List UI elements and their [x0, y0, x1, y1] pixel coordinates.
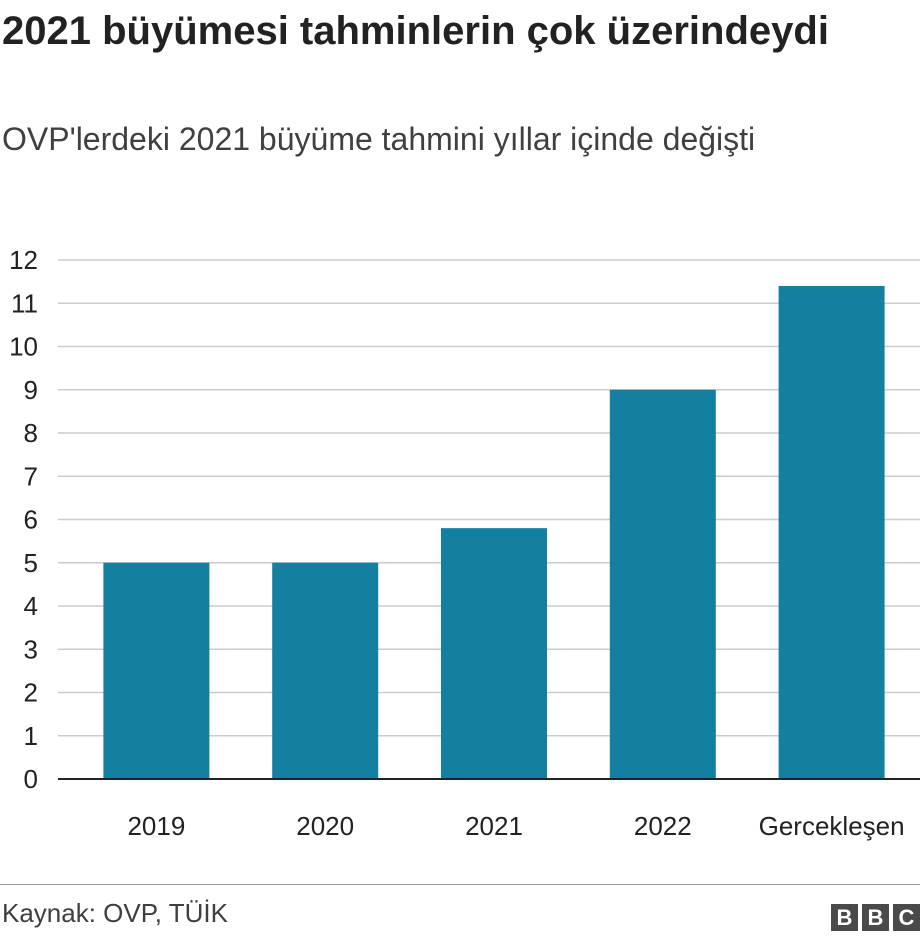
x-tick-label: Gercekleşen — [759, 811, 905, 841]
y-tick-label: 8 — [24, 418, 38, 448]
bar-2021 — [441, 528, 547, 779]
chart-title: 2021 büyümesi tahminlerin çok üzerindeyd… — [2, 9, 829, 53]
y-tick-label: 2 — [24, 678, 38, 708]
source-note: Kaynak: OVP, TÜİK — [2, 898, 228, 928]
footer-divider — [0, 884, 920, 885]
y-tick-label: 11 — [11, 288, 38, 318]
y-tick-label: 4 — [24, 591, 38, 621]
bar-2022 — [609, 389, 716, 779]
y-tick-label: 10 — [9, 332, 38, 362]
bars — [103, 285, 885, 779]
bar-2020 — [272, 562, 379, 779]
y-tick-label: 7 — [24, 461, 38, 491]
y-tick-label: 3 — [24, 634, 38, 664]
bar-gercekleşen — [778, 285, 885, 779]
y-tick-label: 9 — [24, 375, 38, 405]
y-tick-label: 6 — [24, 505, 38, 535]
x-tick-label: 2019 — [127, 811, 185, 841]
y-tick-label: 0 — [24, 764, 38, 794]
y-tick-label: 1 — [24, 721, 38, 751]
bar-2019 — [103, 562, 210, 779]
x-axis-labels: 2019 2020 2021 2022 Gercekleşen — [127, 811, 904, 841]
bbc-logo-letter: B — [831, 904, 858, 931]
chart-subtitle: OVP'lerdeki 2021 büyüme tahmini yıllar i… — [2, 121, 756, 157]
y-tick-label: 5 — [24, 548, 38, 578]
y-tick-label: 12 — [9, 245, 38, 275]
bbc-logo-letter: B — [862, 904, 889, 931]
x-tick-label: 2022 — [634, 811, 692, 841]
bbc-logo: B B C — [831, 904, 920, 931]
x-tick-label: 2020 — [296, 811, 354, 841]
bbc-logo-letter: C — [893, 904, 920, 931]
x-tick-label: 2021 — [465, 811, 523, 841]
